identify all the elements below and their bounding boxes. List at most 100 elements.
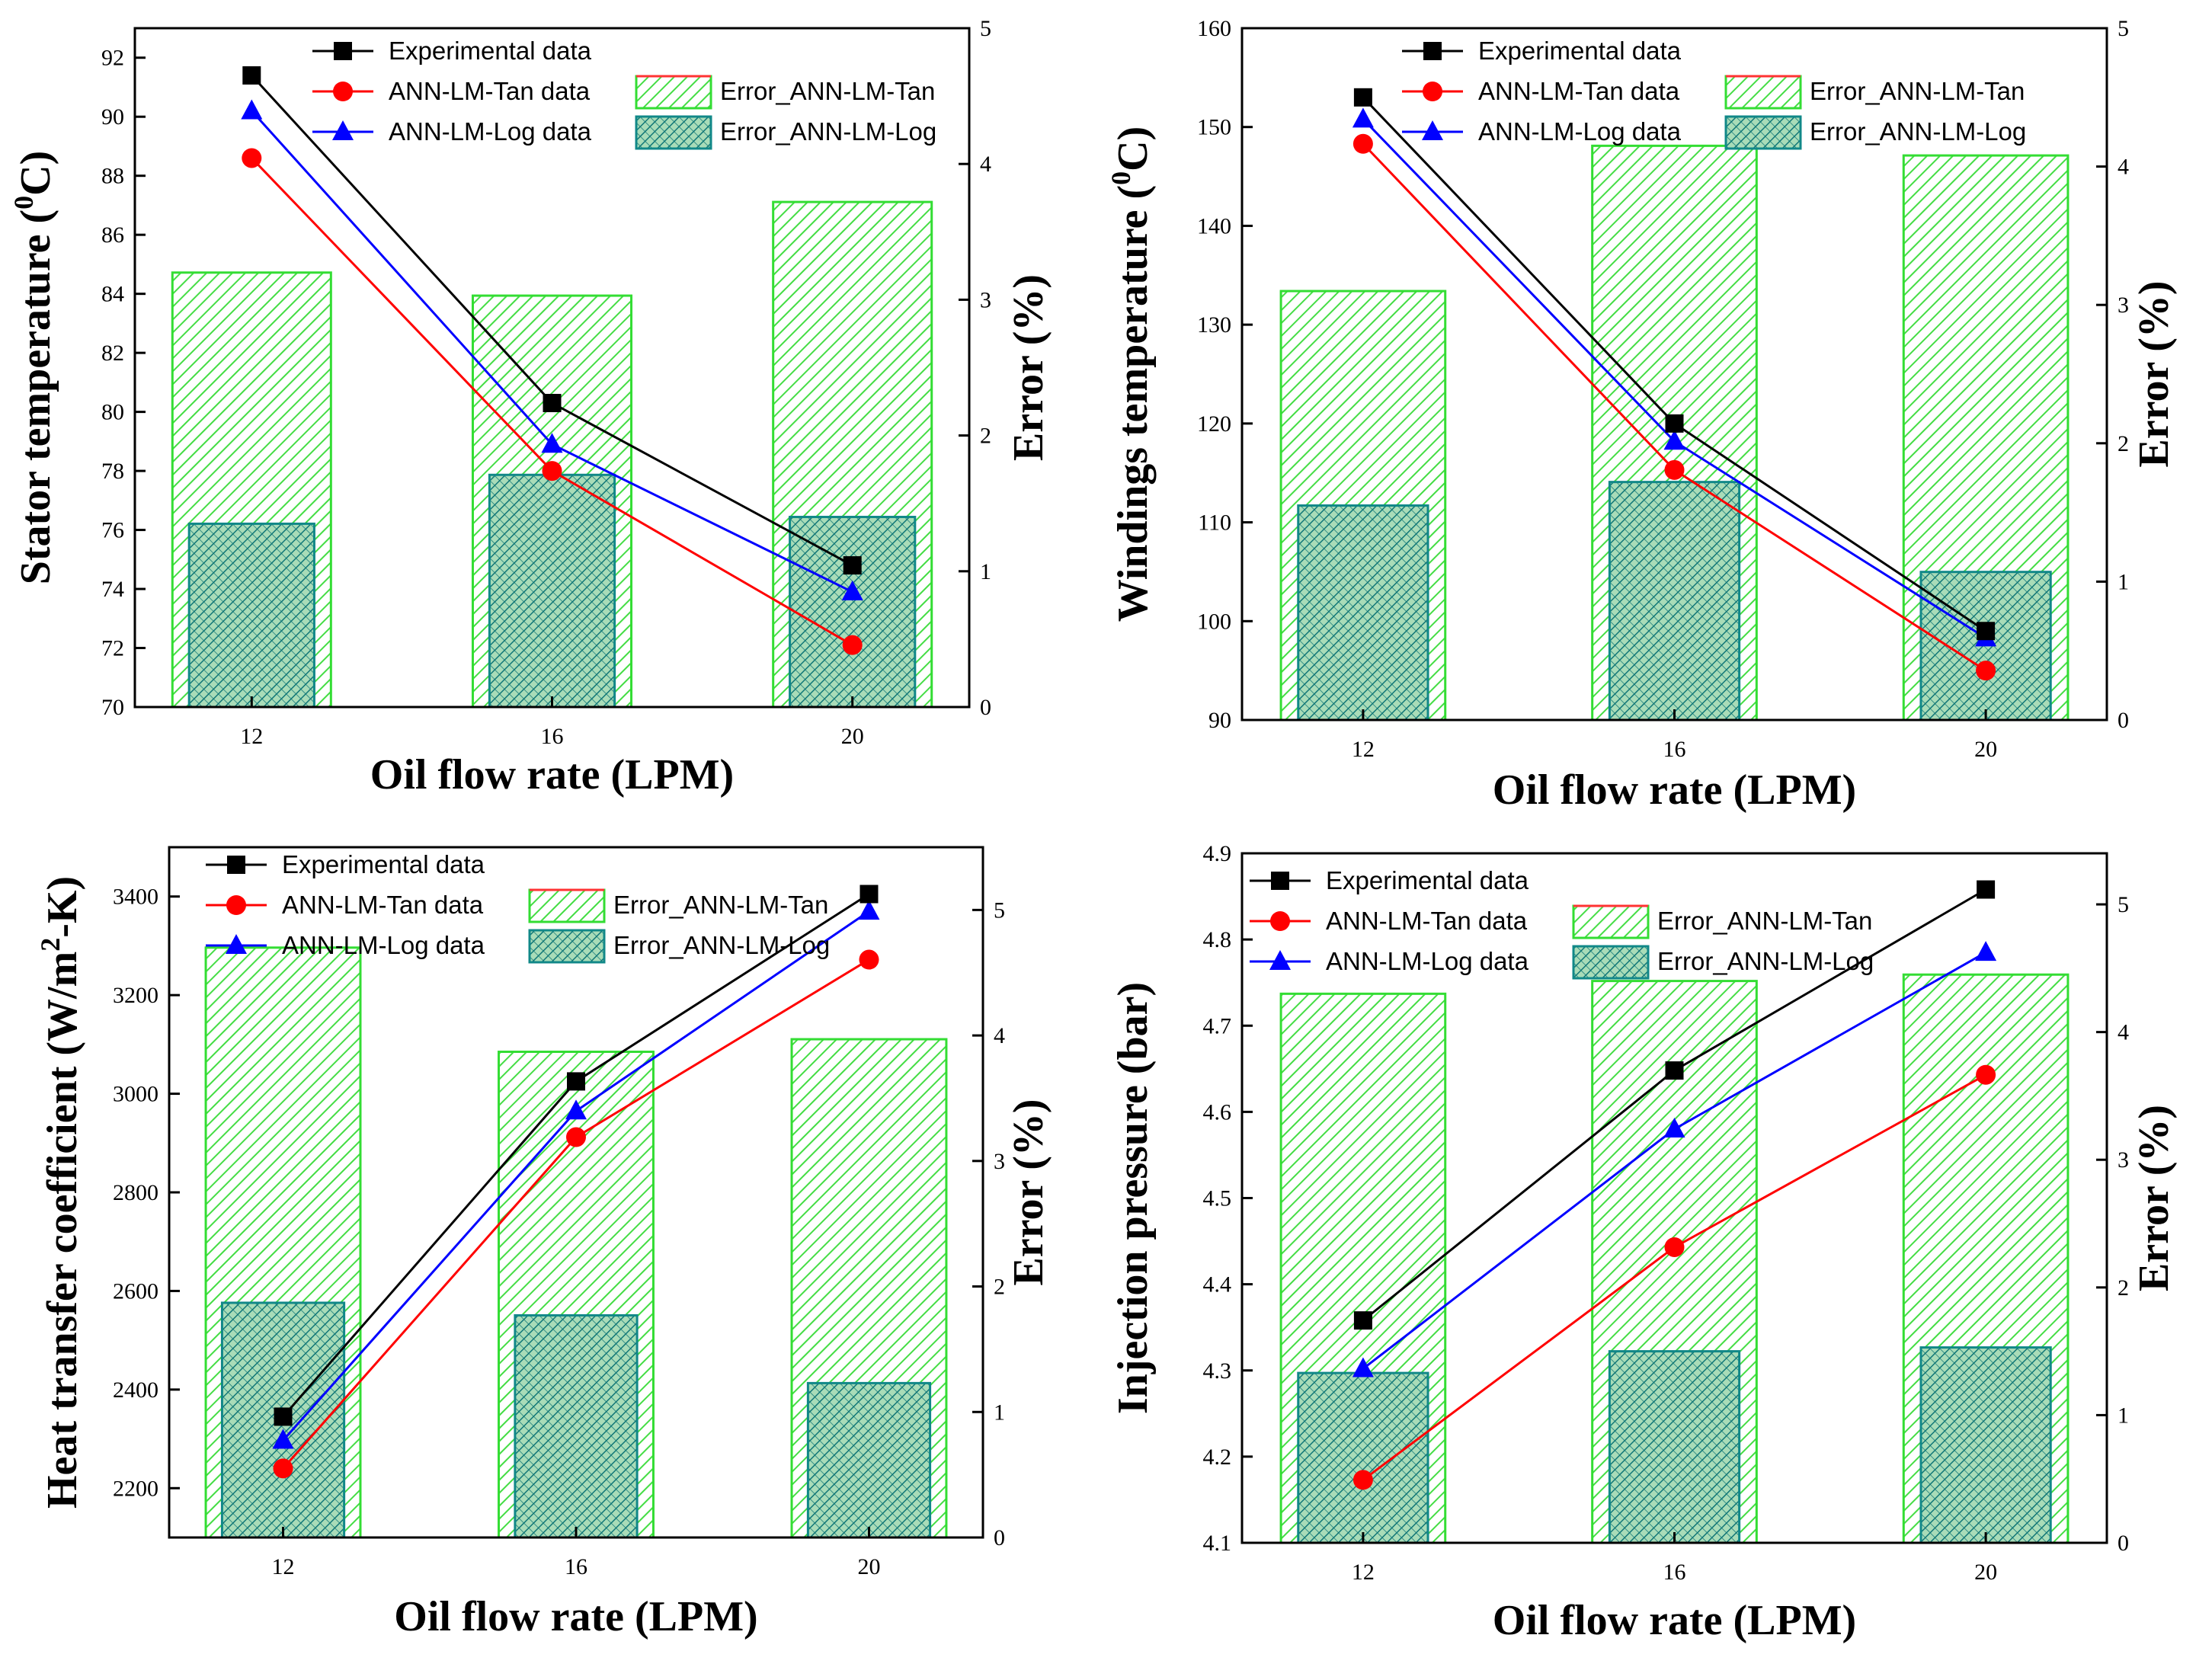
y2-tick-label: 4 [994, 1023, 1005, 1048]
y-tick-label: 4.7 [1203, 1013, 1232, 1038]
legend-label-experimental: Experimental data [282, 850, 485, 878]
x-axis-title: Oil flow rate (LPM) [394, 1593, 757, 1640]
y-tick-label: 80 [101, 400, 124, 425]
y-axis-title-tail: -K) [39, 876, 86, 938]
point-ann_tan-circle [1664, 1237, 1685, 1257]
point-ann_log-triangle [841, 580, 863, 600]
legend: Experimental data ANN-LM-Tan data ANN-LM-L… [1250, 866, 1874, 980]
y2-axis-title: Error (%) [1005, 1099, 1052, 1285]
legend-label-error-log: Error_ANN-LM-Log [1657, 947, 1874, 975]
legend-marker-experimental-square [1423, 42, 1442, 60]
bar-error-log [488, 473, 616, 709]
y-axis-title-main: Windings temperature ( [1109, 185, 1157, 622]
legend-label-ann_tan: ANN-LM-Tan data [1326, 907, 1528, 935]
legend-swatch-error-tan [635, 75, 712, 110]
legend-label-experimental: Experimental data [1326, 866, 1529, 894]
x-tick-label: 12 [1352, 1560, 1375, 1585]
y-axis-title: Injection pressure (bar) [1109, 982, 1157, 1414]
y2-tick-label: 0 [2118, 1531, 2129, 1556]
y-tick-label: 78 [101, 459, 124, 484]
y2-tick-label: 2 [2118, 431, 2129, 456]
x-tick-label: 20 [841, 724, 864, 749]
y2-tick-label: 3 [980, 287, 991, 312]
legend-label-ann_tan: ANN-LM-Tan data [1478, 77, 1680, 105]
point-ann_tan-circle [273, 1458, 293, 1479]
point-ann_tan-circle [1976, 661, 1996, 681]
legend-label-error-tan: Error_ANN-LM-Tan [1810, 77, 2025, 105]
y2-tick-label: 1 [2118, 569, 2129, 594]
y-tick-label: 4.8 [1203, 927, 1232, 952]
y2-tick-label: 5 [2118, 892, 2129, 917]
bar-error-log [1297, 504, 1429, 722]
y-tick-label: 4.4 [1203, 1272, 1232, 1297]
legend-swatch-error-tan [528, 888, 606, 923]
legend-label-error-tan: Error_ANN-LM-Tan [1657, 907, 1872, 935]
legend-marker-ann_log-triangle [1269, 950, 1291, 970]
y2-tick-label: 4 [2118, 155, 2129, 180]
point-ann_tan-circle [542, 461, 562, 482]
y-tick-label: 4.9 [1203, 841, 1232, 866]
y2-tick-label: 2 [980, 424, 991, 449]
legend-marker-ann_tan-circle [226, 895, 246, 915]
y-tick-label: 110 [1198, 510, 1231, 536]
point-ann_log-triangle [1975, 941, 1997, 961]
y-tick-label: 3400 [113, 885, 158, 910]
legend-label-experimental: Experimental data [389, 37, 592, 65]
x-tick-label: 16 [565, 1554, 587, 1579]
y-tick-label: 72 [101, 636, 124, 661]
legend-label-ann_tan: ANN-LM-Tan data [389, 77, 591, 105]
x-axis-title: Oil flow rate (LPM) [1493, 1597, 1856, 1644]
y2-tick-label: 1 [2118, 1403, 2129, 1428]
point-experimental-square [567, 1072, 585, 1091]
y-tick-label: 4.6 [1203, 1099, 1232, 1125]
y-tick-label: 90 [1208, 708, 1231, 733]
bar-error-log [789, 516, 917, 709]
legend: Experimental data ANN-LM-Tan data ANN-LM-L… [1402, 37, 2026, 150]
legend-swatch-error-log [528, 929, 606, 964]
y-tick-label: 76 [101, 518, 124, 543]
legend-label-ann_tan: ANN-LM-Tan data [282, 891, 484, 919]
point-ann_tan-circle [1976, 1064, 1996, 1085]
legend-marker-experimental-square [1271, 872, 1289, 890]
legend-label-error-log: Error_ANN-LM-Log [720, 117, 936, 146]
bar-error-log [187, 522, 315, 709]
legend-swatch-error-tan [1572, 904, 1650, 939]
point-ann_tan-circle [859, 949, 879, 970]
point-experimental-square [543, 393, 562, 412]
y-tick-label: 130 [1197, 312, 1231, 338]
y2-tick-label: 0 [994, 1525, 1005, 1550]
x-tick-label: 20 [1974, 1560, 1997, 1585]
legend-label-ann_log: ANN-LM-Log data [1326, 947, 1529, 975]
legend-swatch-error-tan [1724, 75, 1802, 110]
y2-tick-label: 2 [2118, 1275, 2129, 1301]
point-ann_tan-circle [842, 635, 863, 655]
point-experimental-square [1665, 414, 1684, 433]
legend-label-error-tan: Error_ANN-LM-Tan [720, 77, 935, 105]
y-tick-label: 2800 [113, 1180, 158, 1205]
y-tick-label: 90 [101, 104, 124, 130]
y2-tick-label: 4 [980, 152, 991, 177]
y-tick-label: 2200 [113, 1476, 158, 1501]
x-tick-label: 20 [1974, 737, 1997, 762]
x-tick-label: 20 [857, 1554, 880, 1579]
y-tick-label: 4.5 [1203, 1186, 1232, 1211]
bar-error-log [1608, 1350, 1741, 1544]
y2-tick-label: 3 [2118, 293, 2129, 318]
y-axis-title-sup: 2 [35, 938, 66, 952]
point-ann_tan-circle [1664, 459, 1685, 480]
y-tick-label: 4.3 [1203, 1358, 1232, 1384]
point-experimental-square [1353, 88, 1372, 107]
legend-label-ann_log: ANN-LM-Log data [389, 117, 592, 146]
legend-marker-ann_log-triangle [226, 934, 247, 954]
y-tick-label: 74 [101, 577, 124, 602]
x-tick-label: 16 [1663, 737, 1686, 762]
legend-swatch-error-log [635, 115, 712, 150]
y-tick-label: 70 [101, 695, 124, 720]
y-tick-label: 4.1 [1203, 1531, 1232, 1556]
legend: Experimental data ANN-LM-Tan data ANN-LM-L… [312, 37, 936, 150]
y2-tick-label: 0 [980, 695, 991, 720]
y2-tick-label: 4 [2118, 1020, 2129, 1045]
y-axis-title-tail: C) [12, 151, 59, 196]
bar-error-log [1919, 1346, 2052, 1544]
